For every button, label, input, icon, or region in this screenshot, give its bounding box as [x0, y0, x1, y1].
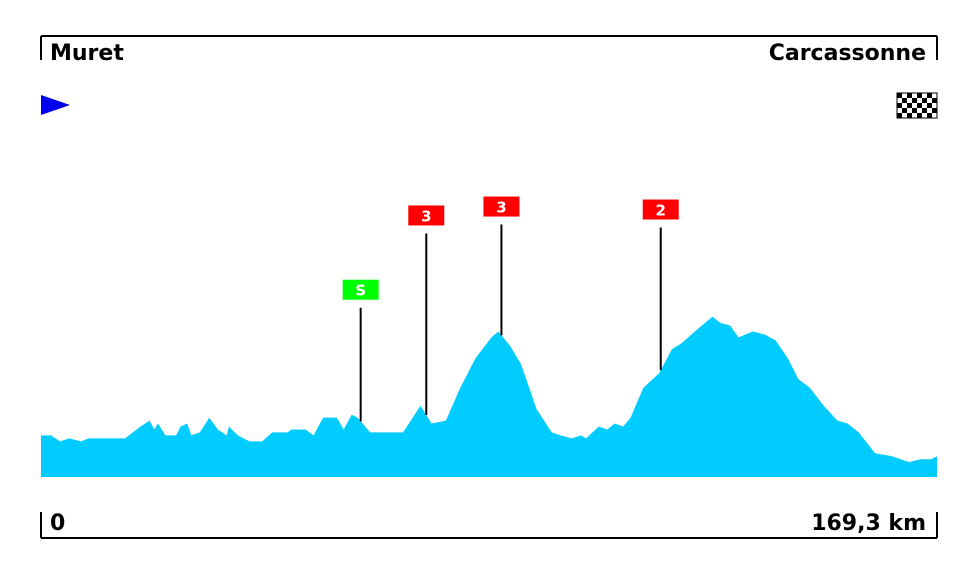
checker-square: [902, 113, 907, 118]
checker-square: [897, 103, 902, 108]
checker-square: [897, 108, 902, 113]
checker-square: [927, 98, 932, 103]
checker-square: [902, 98, 907, 103]
checker-square: [907, 103, 912, 108]
marker-label: 2: [656, 202, 666, 220]
checker-square: [907, 108, 912, 113]
header-bracket: [40, 35, 938, 60]
checker-square: [922, 103, 927, 108]
checker-square: [897, 93, 902, 98]
checker-square: [922, 93, 927, 98]
checker-square: [912, 103, 917, 108]
checker-square: [902, 108, 907, 113]
climb-markers: S 3 3 2: [342, 196, 679, 422]
checker-square: [902, 93, 907, 98]
checker-square: [927, 113, 932, 118]
checker-square: [927, 93, 932, 98]
finish-city: Carcassonne: [769, 41, 926, 66]
checker-square: [907, 113, 912, 118]
checker-square: [912, 98, 917, 103]
marker-badge: [408, 205, 445, 226]
checker-square: [897, 113, 902, 118]
marker-label: 3: [496, 199, 506, 217]
finish-flag-icon: [896, 92, 938, 119]
checker-square: [932, 98, 937, 103]
checker-square: [917, 93, 922, 98]
checker-square: [917, 103, 922, 108]
distance-start: 0: [50, 511, 65, 536]
checker-square: [912, 93, 917, 98]
checker-square: [917, 113, 922, 118]
checker-square: [912, 113, 917, 118]
checker-square: [932, 108, 937, 113]
marker-badge: [342, 279, 379, 300]
checker-square: [932, 103, 937, 108]
checker-square: [897, 98, 902, 103]
checker-square: [927, 103, 932, 108]
checker-square: [917, 98, 922, 103]
checker-square: [902, 103, 907, 108]
marker-badge: [483, 196, 520, 217]
checker-square: [927, 108, 932, 113]
checker-square: [922, 98, 927, 103]
checker-square: [917, 108, 922, 113]
elevation-profile-area: [41, 316, 937, 477]
checker-square: [912, 108, 917, 113]
marker-label: S: [355, 282, 366, 300]
checker-square: [922, 113, 927, 118]
checker-square: [907, 98, 912, 103]
footer-bracket: [40, 512, 938, 539]
checker-border: [896, 92, 938, 119]
marker-badge: [642, 199, 679, 220]
start-flag-icon: [41, 95, 70, 115]
checker-square: [932, 93, 937, 98]
distance-end: 169,3 km: [811, 511, 926, 536]
marker-label: 3: [421, 207, 431, 225]
checker-square: [907, 93, 912, 98]
start-city: Muret: [50, 41, 124, 66]
checker-square: [922, 108, 927, 113]
checker-square: [932, 113, 937, 118]
